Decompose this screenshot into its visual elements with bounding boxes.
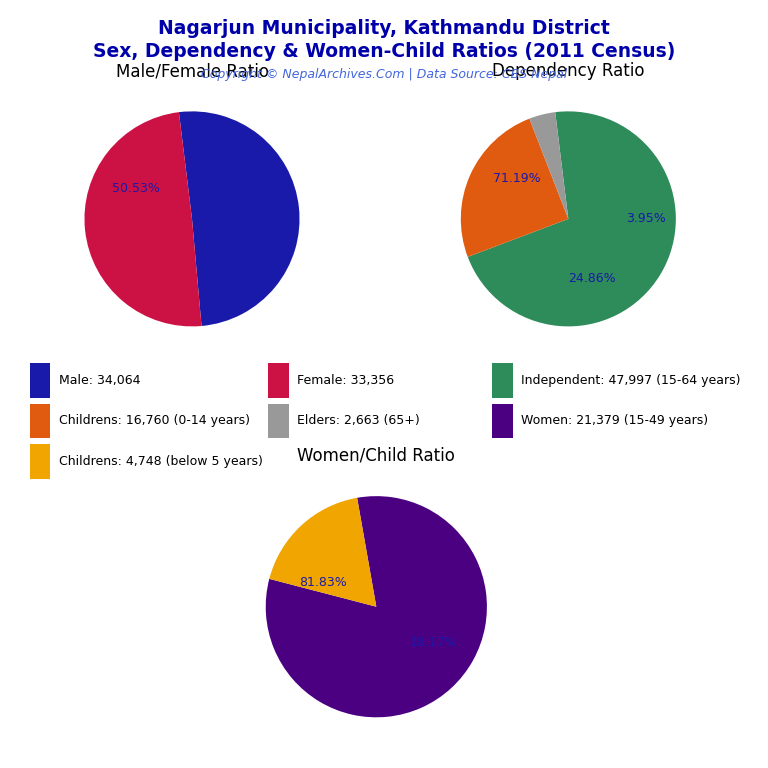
Text: Women: 21,379 (15-49 years): Women: 21,379 (15-49 years) (521, 415, 708, 427)
Text: Female: 33,356: Female: 33,356 (297, 374, 395, 387)
Text: 49.47%: 49.47% (214, 253, 261, 266)
Wedge shape (84, 112, 201, 326)
Title: Women/Child Ratio: Women/Child Ratio (297, 446, 455, 464)
FancyBboxPatch shape (30, 444, 51, 478)
Wedge shape (461, 118, 568, 257)
FancyBboxPatch shape (269, 404, 289, 438)
FancyBboxPatch shape (269, 363, 289, 398)
Text: Independent: 47,997 (15-64 years): Independent: 47,997 (15-64 years) (521, 374, 740, 387)
Text: Sex, Dependency & Women-Child Ratios (2011 Census): Sex, Dependency & Women-Child Ratios (20… (93, 42, 675, 61)
Text: Elders: 2,663 (65+): Elders: 2,663 (65+) (297, 415, 420, 427)
Text: 50.53%: 50.53% (112, 182, 160, 195)
FancyBboxPatch shape (492, 363, 512, 398)
Wedge shape (468, 111, 676, 326)
Wedge shape (270, 498, 376, 607)
Text: 71.19%: 71.19% (493, 171, 541, 184)
Text: 3.95%: 3.95% (626, 213, 666, 225)
Text: 24.86%: 24.86% (568, 272, 616, 284)
Wedge shape (266, 496, 487, 717)
FancyBboxPatch shape (492, 404, 512, 438)
FancyBboxPatch shape (30, 404, 51, 438)
Text: Nagarjun Municipality, Kathmandu District: Nagarjun Municipality, Kathmandu Distric… (158, 19, 610, 38)
Text: 18.17%: 18.17% (410, 636, 458, 649)
Text: Male: 34,064: Male: 34,064 (59, 374, 141, 387)
Text: 81.83%: 81.83% (300, 576, 347, 589)
Title: Male/Female Ratio: Male/Female Ratio (115, 62, 269, 80)
Text: Copyright © NepalArchives.Com | Data Source: CBS Nepal: Copyright © NepalArchives.Com | Data Sou… (201, 68, 567, 81)
Wedge shape (179, 111, 300, 326)
Title: Dependency Ratio: Dependency Ratio (492, 62, 644, 80)
Text: Childrens: 4,748 (below 5 years): Childrens: 4,748 (below 5 years) (59, 455, 263, 468)
Wedge shape (529, 112, 568, 219)
Text: Childrens: 16,760 (0-14 years): Childrens: 16,760 (0-14 years) (59, 415, 250, 427)
FancyBboxPatch shape (30, 363, 51, 398)
